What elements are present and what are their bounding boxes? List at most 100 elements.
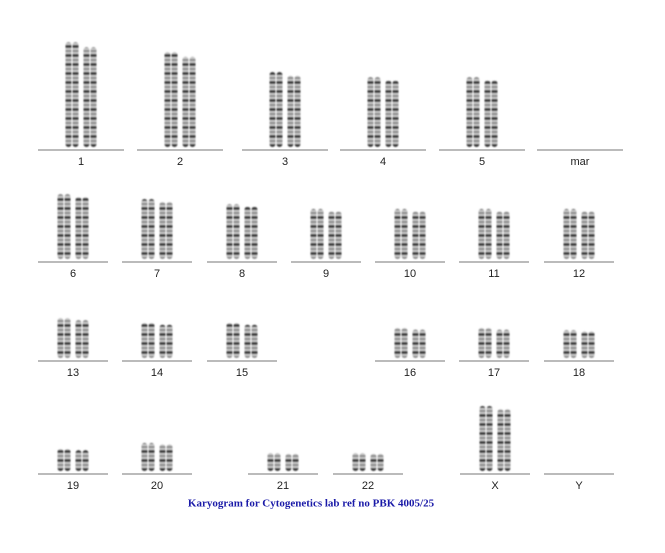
chromosome-label: 9	[323, 268, 329, 280]
chromatid	[267, 453, 274, 471]
chromatid	[412, 329, 419, 358]
chromatid	[374, 77, 381, 147]
chromatid	[486, 406, 493, 471]
chromatid	[269, 72, 276, 147]
chromatid	[352, 453, 359, 471]
caption: Karyogram for Cytogenetics lab ref no PB…	[188, 498, 435, 510]
chromatid	[75, 320, 82, 358]
chromosome-pair	[563, 209, 595, 259]
chromatid	[83, 47, 90, 147]
chromatid	[244, 324, 251, 358]
chromatid	[57, 449, 64, 471]
chromatid	[328, 211, 335, 259]
chromatid	[244, 206, 251, 259]
chromatid	[401, 209, 408, 259]
chromosome-pair	[141, 443, 173, 471]
chromosome-label: Y	[575, 480, 583, 492]
chromosome-label: 20	[151, 480, 163, 492]
chromatid	[166, 324, 173, 358]
chromosome-label: 12	[573, 268, 585, 280]
chromosome-label: 19	[67, 480, 79, 492]
chromatid	[166, 202, 173, 259]
chromatid	[496, 211, 503, 259]
chromosome-pair	[141, 323, 173, 358]
chromatid	[419, 329, 426, 358]
chromatid	[503, 329, 510, 358]
chromosome-pair	[310, 209, 342, 259]
chromatid	[72, 42, 79, 147]
chromosome-label: 17	[488, 367, 500, 379]
chromosome-pair	[164, 52, 196, 147]
chromatid	[294, 75, 301, 147]
chromosome-label: 7	[154, 268, 160, 280]
chromatid	[491, 80, 498, 147]
chromosome-pair	[226, 204, 258, 259]
chromatid	[485, 328, 492, 358]
chromatid	[479, 406, 486, 471]
chromosome-label: 2	[177, 156, 183, 168]
chromosome-pair	[478, 328, 510, 358]
chromatid	[182, 56, 189, 147]
chromatid	[581, 331, 588, 358]
chromatid	[394, 209, 401, 259]
chromosome-pair	[57, 194, 89, 259]
chromatid	[485, 209, 492, 259]
chromatid	[310, 209, 317, 259]
chromatid	[478, 328, 485, 358]
chromatid	[377, 453, 384, 471]
chromosome-label: 5	[479, 156, 485, 168]
chromatid	[148, 443, 155, 471]
chromatid	[141, 443, 148, 471]
chromatid	[412, 211, 419, 259]
chromatid	[251, 324, 258, 358]
chromosome-pair	[478, 209, 510, 259]
chromatid	[359, 453, 366, 471]
chromatid	[159, 324, 166, 358]
chromosome-label: mar	[571, 156, 590, 168]
chromatid	[65, 42, 72, 147]
chromatid	[251, 206, 258, 259]
chromatid	[148, 323, 155, 358]
chromatid	[64, 449, 71, 471]
chromatid	[285, 453, 292, 471]
chromatid	[166, 444, 173, 471]
chromatid	[57, 194, 64, 259]
chromosome-pair	[394, 209, 426, 259]
chromatid	[570, 330, 577, 358]
chromosome-label: 10	[404, 268, 416, 280]
chromatid	[581, 211, 588, 259]
chromosome-label: X	[491, 480, 499, 492]
chromosome-label: 3	[282, 156, 288, 168]
chromatid	[226, 323, 233, 358]
chromatid	[570, 209, 577, 259]
chromatid	[75, 197, 82, 259]
chromatid	[563, 330, 570, 358]
chromatid	[317, 209, 324, 259]
chromosome-pair	[57, 318, 89, 358]
chromatid	[141, 199, 148, 259]
chromatid	[370, 453, 377, 471]
chromatid	[466, 77, 473, 147]
chromosome-pair	[226, 323, 258, 358]
chromatid	[226, 204, 233, 259]
chromosome-label: 1	[78, 156, 84, 168]
chromatid	[64, 318, 71, 358]
chromatid	[385, 80, 392, 147]
chromosome-label: 18	[573, 367, 585, 379]
chromatid	[473, 77, 480, 147]
chromosome-pair	[563, 330, 595, 358]
chromatid	[82, 320, 89, 358]
chromatid	[159, 202, 166, 259]
chromatid	[82, 197, 89, 259]
chromatid	[503, 211, 510, 259]
chromatid	[504, 409, 511, 471]
chromatid	[233, 204, 240, 259]
chromatid	[367, 77, 374, 147]
chromatid	[164, 52, 171, 147]
chromatid	[159, 444, 166, 471]
chromosome-label: 15	[236, 367, 248, 379]
chromatid	[141, 323, 148, 358]
chromatid	[82, 450, 89, 471]
chromosome-pair	[267, 453, 299, 471]
